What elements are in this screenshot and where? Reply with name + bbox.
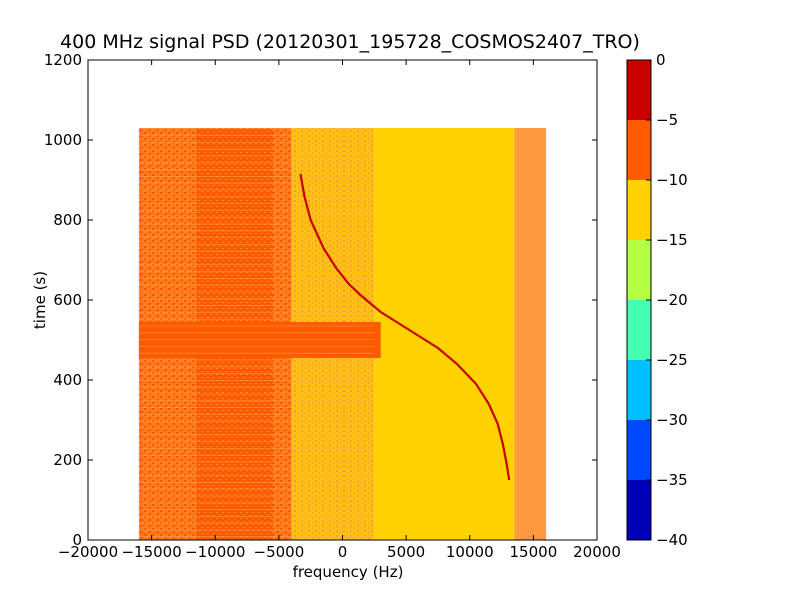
y-axis: 0 200 400 600 800 1000 1200 (44, 51, 597, 549)
x-tick-label: −5000 (254, 543, 305, 561)
colorbar-tick-label: −5 (656, 111, 678, 129)
colorbar-tick-label: −35 (656, 471, 688, 489)
colorbar-tick-label: 0 (656, 51, 666, 69)
heatmap-region (514, 128, 547, 540)
colorbar: −40 −35 −30 −25 −20 −15 −10 −5 0 (626, 51, 688, 549)
x-tick-label: 10000 (446, 543, 494, 561)
heatmap-region (374, 128, 515, 540)
colorbar-tick-label: −30 (656, 411, 688, 429)
colorbar-tick-label: −10 (656, 171, 688, 189)
y-tick-label: 200 (53, 451, 82, 469)
colorbar-band (627, 300, 651, 360)
x-tick-label: −15000 (121, 543, 181, 561)
heatmap-band-layer (138, 128, 375, 538)
chart-title: 400 MHz signal PSD (20120301_195728_COSM… (60, 31, 640, 53)
colorbar-band (627, 180, 651, 240)
title-group: 400 MHz signal PSD (20120301_195728_COSM… (60, 31, 640, 53)
x-tick-label: 20000 (573, 543, 621, 561)
y-tick-label: 600 (53, 291, 82, 309)
colorbar-band (627, 360, 651, 420)
colorbar-band (627, 480, 651, 540)
colorbar-tick-label: −25 (656, 351, 688, 369)
y-tick-label: 0 (72, 531, 82, 549)
x-axis: −20000 −15000 −10000 −5000 0 5000 10000 15000 20… (58, 60, 621, 561)
colorbar-band (627, 240, 651, 300)
x-tick-label: 5000 (387, 543, 425, 561)
signal-trace (299, 173, 511, 481)
colorbar-tick-label: −40 (656, 531, 688, 549)
colorbar-band (627, 60, 651, 120)
x-tick-label: 0 (338, 543, 348, 561)
y-tick-label: 400 (53, 371, 82, 389)
x-tick-label: −10000 (185, 543, 245, 561)
y-axis-title: time (s) (31, 271, 49, 329)
x-tick-label: 15000 (510, 543, 558, 561)
colorbar-tick-label: −15 (656, 231, 688, 249)
y-tick-label: 1200 (44, 51, 82, 69)
plot-area (138, 128, 547, 540)
x-axis-title: frequency (Hz) (293, 563, 404, 581)
colorbar-tick-label: −20 (656, 291, 688, 309)
y-tick-label: 1000 (44, 131, 82, 149)
colorbar-band (627, 120, 651, 180)
colorbar-band (627, 420, 651, 480)
x-tick-label: −20000 (58, 543, 118, 561)
y-tick-label: 800 (53, 211, 82, 229)
